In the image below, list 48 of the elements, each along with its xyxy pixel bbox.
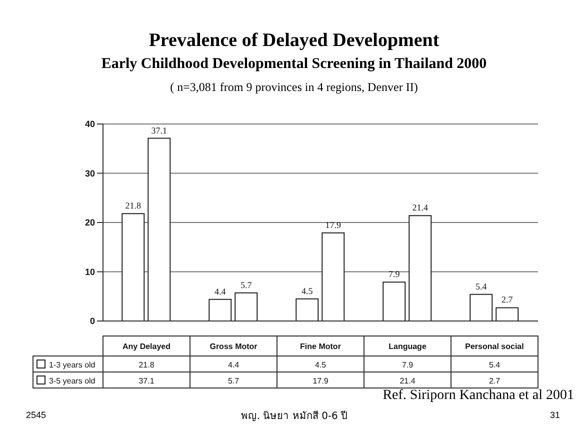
x-tick-label: Fine Motor xyxy=(300,342,341,351)
annotation: 17.9 xyxy=(325,220,342,230)
x-tick-label: Gross Motor xyxy=(210,342,258,351)
annotation: 37.1 xyxy=(151,125,168,136)
bar xyxy=(470,294,493,321)
legend-label: 3-5 years old xyxy=(49,376,96,386)
y-tick-label: 20 xyxy=(84,218,95,228)
data-label: 4.5 xyxy=(314,360,327,370)
bar xyxy=(496,307,519,321)
data-label: 5.4 xyxy=(488,360,501,370)
annotation: 5.7 xyxy=(240,280,252,290)
y-tick-label: 30 xyxy=(84,168,95,178)
text: พญ. นิษยา หมักสี 0-6 ปี xyxy=(240,411,348,422)
legend-label: 1-3 years old xyxy=(49,360,96,370)
data-label: 4.4 xyxy=(228,360,240,370)
bar xyxy=(208,298,232,321)
annotation: 21.8 xyxy=(125,200,142,211)
annotation: 2.7 xyxy=(502,294,514,305)
x-tick-label: Any Delayed xyxy=(122,342,171,351)
chart-title: Prevalence of Delayed Development xyxy=(148,30,440,52)
data-label: 5.7 xyxy=(228,376,240,386)
data-label: 37.1 xyxy=(138,376,155,386)
data-label: 7.9 xyxy=(402,360,414,370)
annotation: 5.4 xyxy=(476,281,488,292)
x-tick-label: Personal social xyxy=(465,342,524,351)
annotation: 21.4 xyxy=(412,202,429,213)
bar xyxy=(234,292,258,321)
bar xyxy=(322,232,345,321)
text: Ref. Siriporn Kanchana et al 2001 xyxy=(382,388,574,404)
data-label: 21.4 xyxy=(400,376,416,386)
data-label: 2.7 xyxy=(488,376,501,386)
annotation: 4.5 xyxy=(302,286,314,296)
text: 31 xyxy=(550,410,560,420)
y-tick-label: 0 xyxy=(90,316,95,326)
annotation: 7.9 xyxy=(388,269,400,280)
bar xyxy=(122,213,145,321)
y-tick-label: 40 xyxy=(84,119,95,130)
y-tick-label: 10 xyxy=(84,266,95,277)
text: 2545 xyxy=(26,410,46,420)
annotation: 4.4 xyxy=(214,286,226,296)
data-label: 21.8 xyxy=(138,360,155,370)
chart-subtitle: Early Childhood Developmental Screening in Thailand 2000 ( n=3,081 from 9 provinces in 4 regions, Denver II) xyxy=(100,56,488,95)
bar xyxy=(148,138,171,321)
x-tick-label: Language xyxy=(388,342,427,351)
data-label: 17.9 xyxy=(312,376,329,386)
bar xyxy=(382,282,406,321)
bar xyxy=(296,298,319,321)
bar xyxy=(408,215,432,321)
